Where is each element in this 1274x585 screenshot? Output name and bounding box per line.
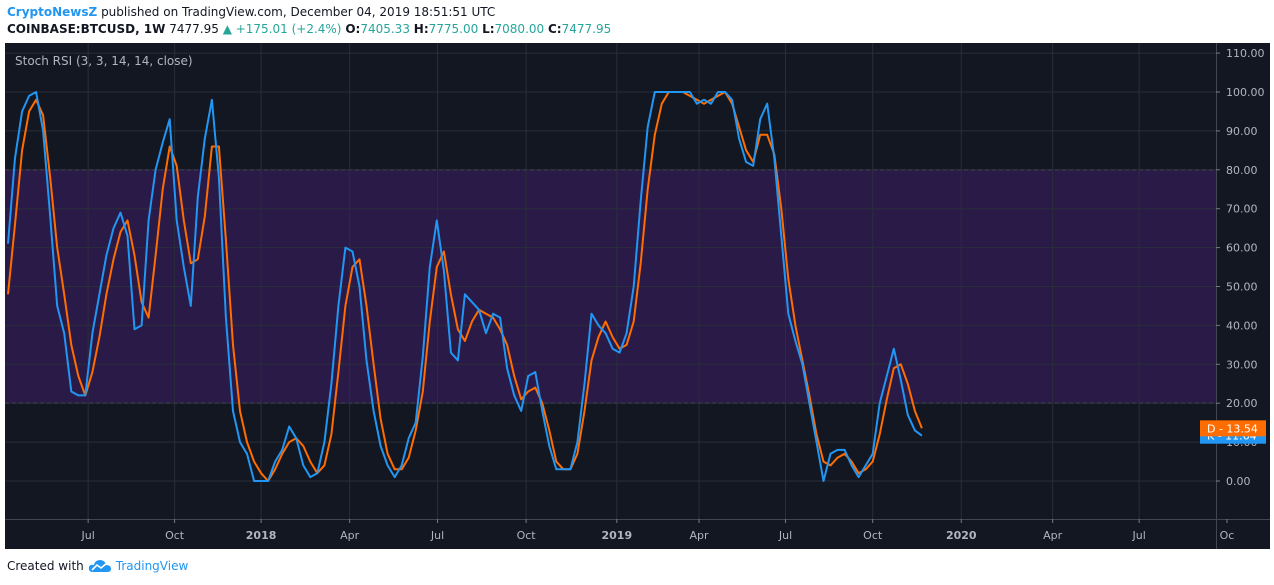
footer: Created with TradingView <box>7 559 188 573</box>
open-label: O: <box>345 22 361 36</box>
low-value: 7080.00 <box>494 22 545 36</box>
x-tick-label: Apr <box>340 529 360 542</box>
low-label: L: <box>482 22 495 36</box>
series-line-k <box>7 91 923 482</box>
y-tick-label: 40.00 <box>1226 319 1258 332</box>
tradingview-cloud-icon <box>88 560 111 572</box>
close-label: C: <box>547 22 562 36</box>
high-value: 7775.00 <box>428 22 479 36</box>
y-tick-label: 60.00 <box>1226 242 1258 255</box>
last-value-label: D - 13.54 <box>1207 422 1258 435</box>
y-tick-label: 0.00 <box>1226 475 1251 488</box>
open-value: 7405.33 <box>360 22 410 36</box>
x-tick-label: Jul <box>1131 529 1145 542</box>
close-value: 7477.95 <box>561 22 612 36</box>
y-tick-label: 70.00 <box>1226 203 1258 216</box>
x-tick-label: 2019 <box>601 529 632 542</box>
x-tick-label: Oc <box>1220 529 1235 542</box>
last-price: 7477.95 <box>169 22 219 36</box>
series-line-d <box>7 91 923 482</box>
tradingview-link[interactable]: TradingView <box>115 559 189 573</box>
high-label: H: <box>413 22 429 36</box>
y-tick-label: 80.00 <box>1226 164 1258 177</box>
y-tick-label: 20.00 <box>1226 397 1258 410</box>
x-tick-label: 2018 <box>246 529 277 542</box>
x-tick-label: Apr <box>690 529 710 542</box>
price-change: ▲ +175.01 (+2.4%) <box>222 22 342 36</box>
y-tick-label: 90.00 <box>1226 125 1258 138</box>
indicator-title: Stoch RSI (3, 3, 14, 14, close) <box>15 54 193 68</box>
y-tick-label: 110.00 <box>1226 47 1265 60</box>
symbol-label[interactable]: COINBASE:BTCUSD, 1W <box>7 22 166 36</box>
stoch-rsi-chart[interactable]: 0.0010.0020.0030.0040.0050.0060.0070.008… <box>5 43 1270 549</box>
y-tick-label: 100.00 <box>1226 86 1265 99</box>
x-tick-label: Oct <box>165 529 185 542</box>
x-tick-label: Jul <box>778 529 792 542</box>
created-with-label: Created with <box>7 559 84 573</box>
y-tick-label: 30.00 <box>1226 358 1258 371</box>
x-tick-label: 2020 <box>946 529 977 542</box>
publish-info: published on TradingView.com, December 0… <box>101 5 496 19</box>
x-tick-label: Oct <box>517 529 537 542</box>
x-tick-label: Oct <box>863 529 883 542</box>
chart-panel[interactable]: 0.0010.0020.0030.0040.0050.0060.0070.008… <box>5 43 1270 549</box>
x-tick-label: Jul <box>430 529 444 542</box>
y-tick-label: 50.00 <box>1226 281 1258 294</box>
author-link[interactable]: CryptoNewsZ <box>7 5 98 19</box>
publish-line: CryptoNewsZ published on TradingView.com… <box>7 5 495 19</box>
symbol-line: COINBASE:BTCUSD, 1W 7477.95 ▲ +175.01 (+… <box>7 22 611 36</box>
x-tick-label: Apr <box>1043 529 1063 542</box>
x-tick-label: Jul <box>81 529 95 542</box>
last-value-badge-d: D - 13.54 <box>1200 420 1266 437</box>
